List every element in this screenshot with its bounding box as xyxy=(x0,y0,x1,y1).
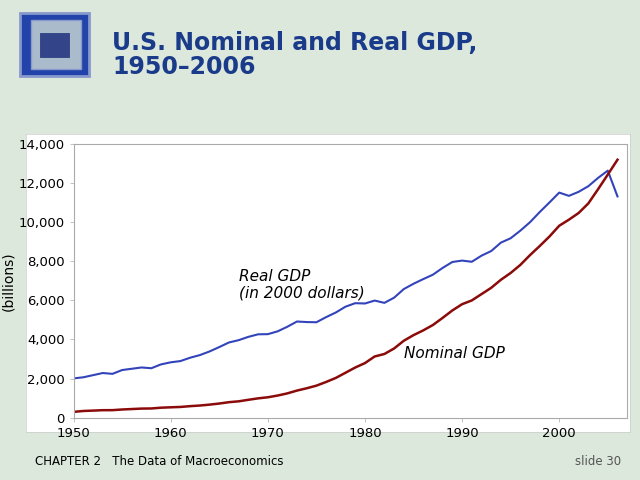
Text: U.S. Nominal and Real GDP,: U.S. Nominal and Real GDP, xyxy=(112,31,477,55)
Text: Nominal GDP: Nominal GDP xyxy=(404,346,505,360)
Text: 1950–2006: 1950–2006 xyxy=(112,55,255,79)
Bar xyxy=(39,32,70,59)
Text: slide 30: slide 30 xyxy=(575,455,621,468)
Bar xyxy=(31,20,81,69)
Y-axis label: (billions): (billions) xyxy=(1,251,15,311)
Text: CHAPTER 2   The Data of Macroeconomics: CHAPTER 2 The Data of Macroeconomics xyxy=(35,455,284,468)
Text: Real GDP
(in 2000 dollars): Real GDP (in 2000 dollars) xyxy=(239,268,364,301)
